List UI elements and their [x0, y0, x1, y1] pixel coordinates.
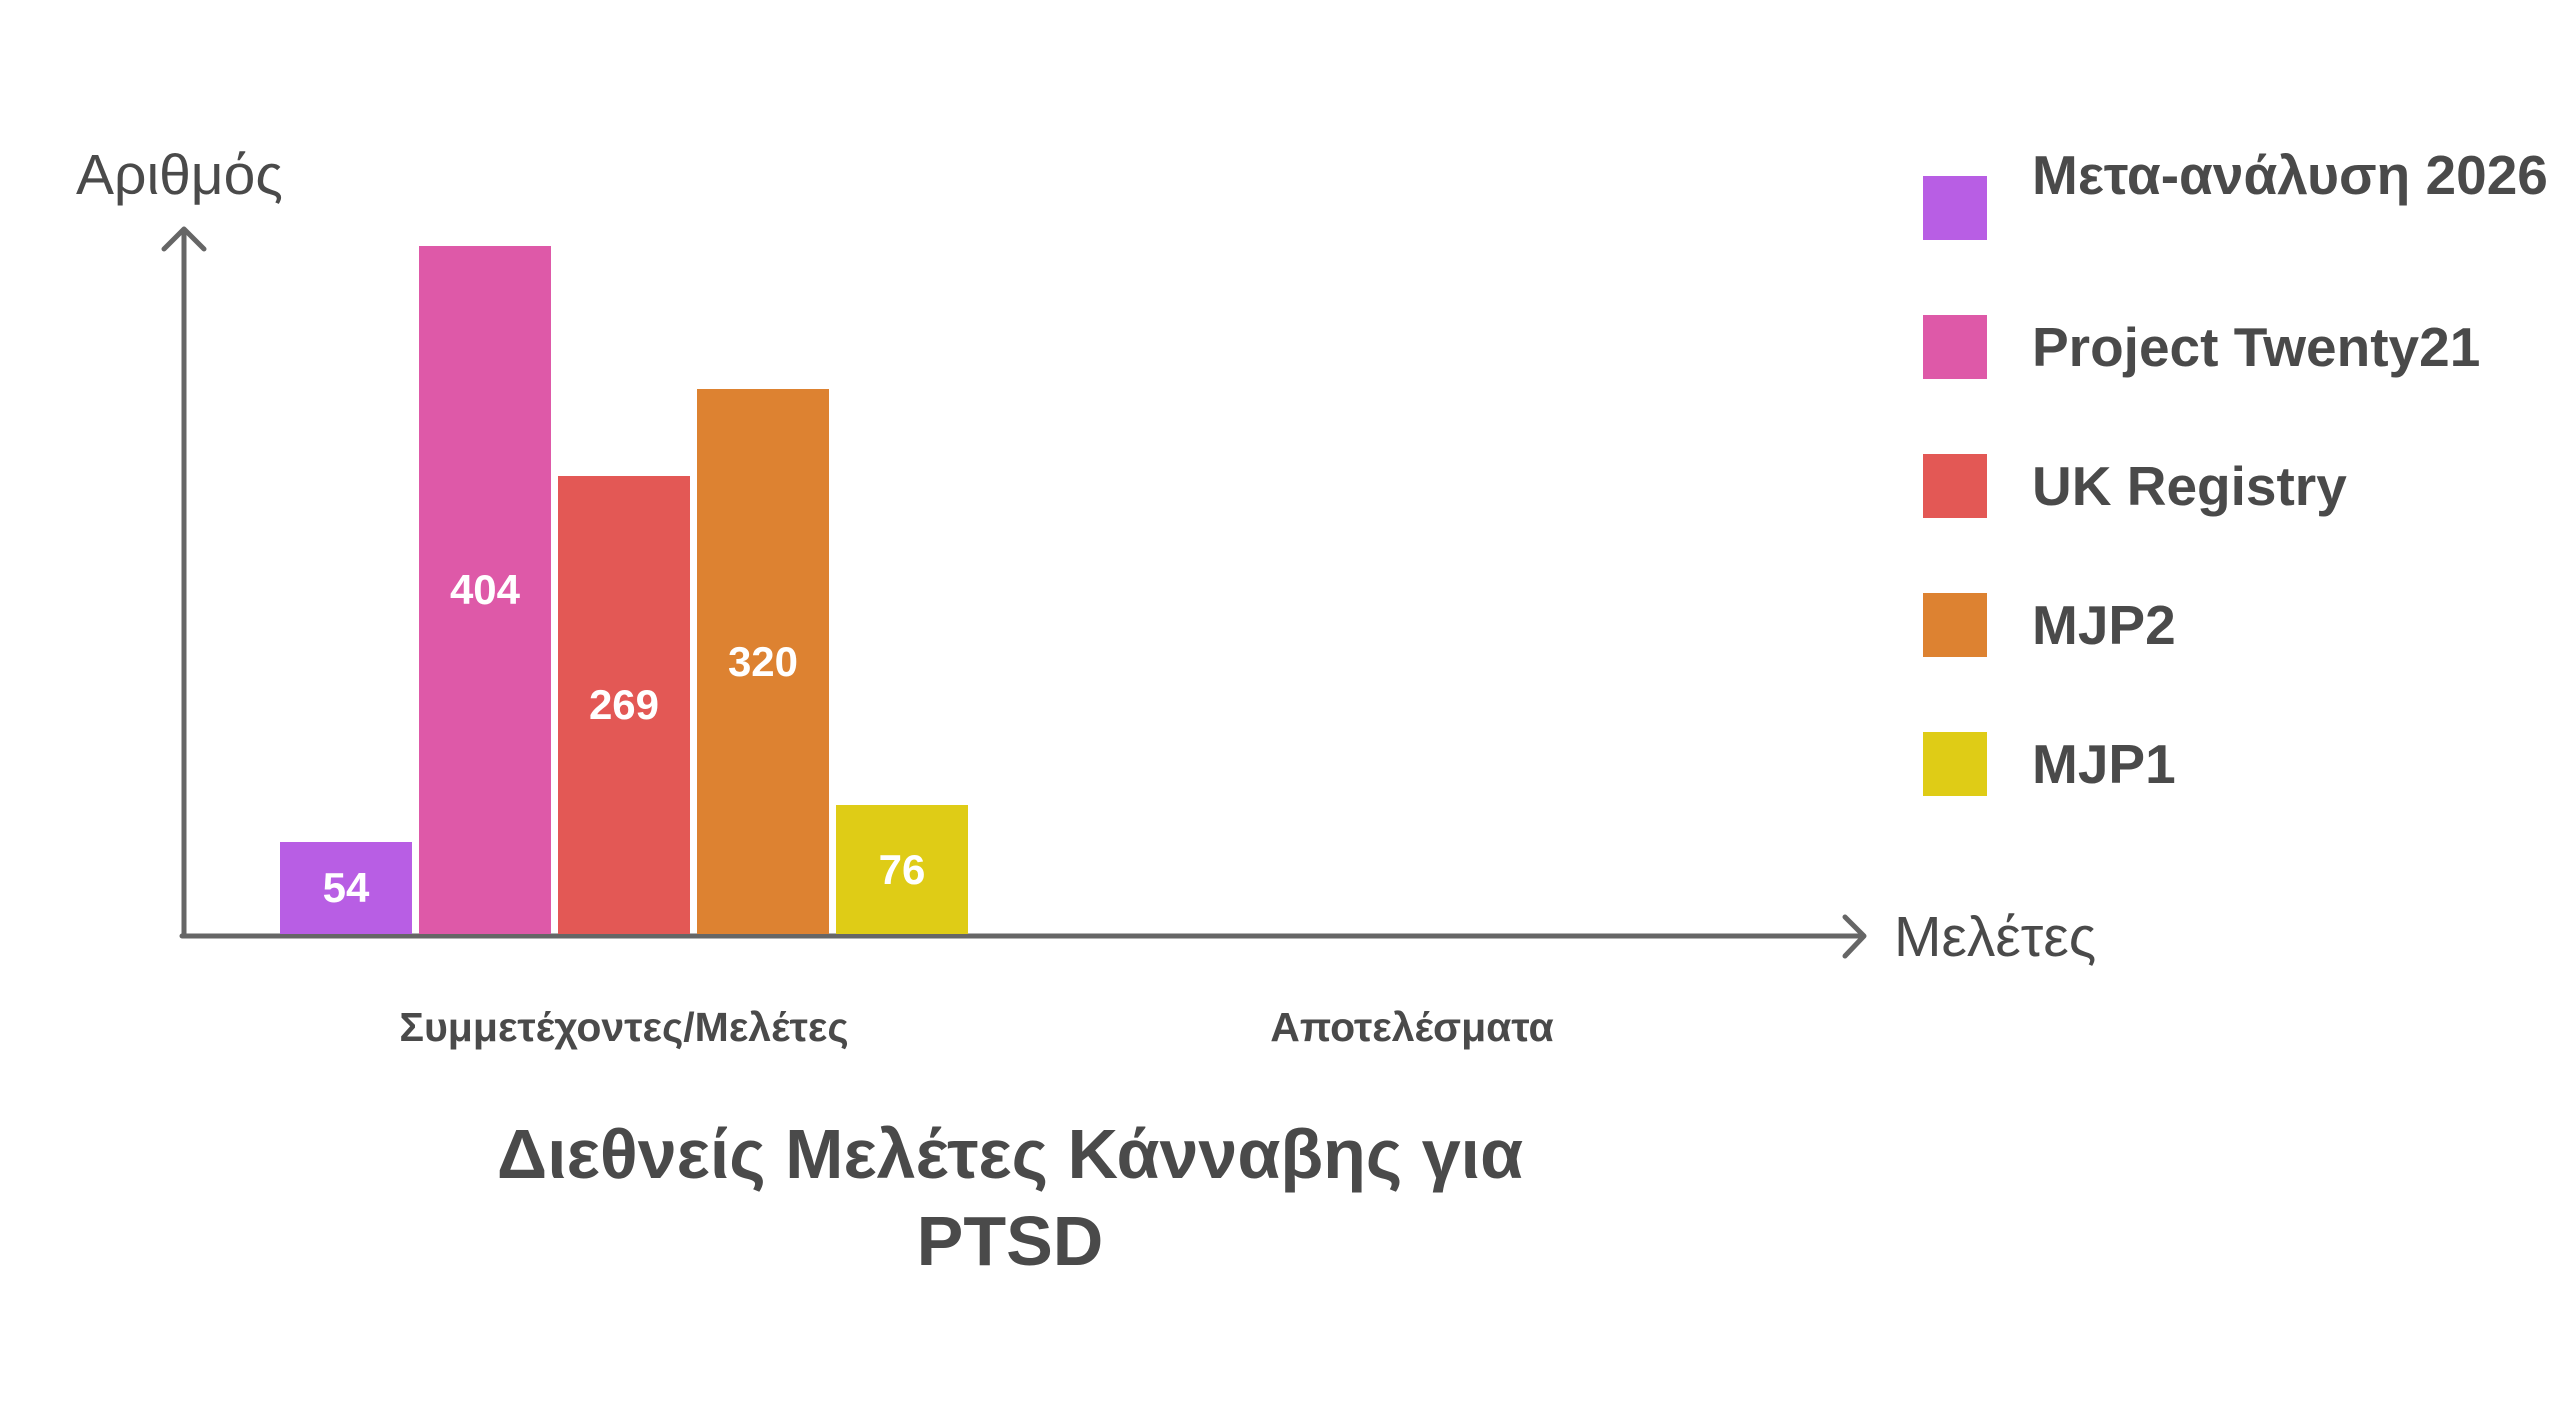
chart-title: Διεθνείς Μελέτες Κάνναβης για PTSD [410, 1111, 1610, 1285]
y-axis-label: Αριθμός [76, 143, 283, 207]
y-axis [161, 226, 207, 939]
bar-mjp2: 320 [697, 389, 829, 934]
bar-mjp1: 76 [836, 805, 968, 934]
legend-label: MJP1 [2032, 733, 2176, 795]
chart-title-line-2: PTSD [916, 1202, 1104, 1280]
bar-value-label: 320 [727, 637, 799, 685]
legend-label: Μετα-ανάλυση 2026 [2032, 144, 2548, 206]
legend-swatch [1923, 593, 1987, 657]
bar-uk-registry: 269 [558, 476, 690, 934]
bar-value-label: 54 [322, 864, 370, 911]
x-axis-label: Μελέτες [1894, 905, 2097, 969]
bar-value-label: 269 [588, 681, 660, 728]
chart-title-line-1: Διεθνείς Μελέτες Κάνναβης για [496, 1115, 1524, 1193]
legend-label: UK Registry [2032, 455, 2347, 517]
bar-project-twenty21: 404 [419, 246, 551, 934]
legend-label: MJP2 [2032, 594, 2176, 656]
legend-swatch [1923, 315, 1987, 379]
y-axis-arrow-icon [161, 226, 207, 252]
legend-swatch [1923, 454, 1987, 518]
category-label-participants: Συμμετέχοντες/Μελέτες [399, 1004, 849, 1050]
bar-value-label: 404 [449, 566, 521, 613]
legend-swatch [1923, 176, 1987, 240]
category-label-results: Αποτελέσματα [1270, 1004, 1554, 1050]
legend-swatch [1923, 732, 1987, 796]
bar-value-label: 76 [878, 845, 926, 893]
x-axis [179, 914, 1867, 959]
x-axis-arrow-icon [1842, 914, 1867, 959]
legend-label: Project Twenty21 [2032, 316, 2481, 378]
bar-2026: 54 [280, 842, 412, 934]
